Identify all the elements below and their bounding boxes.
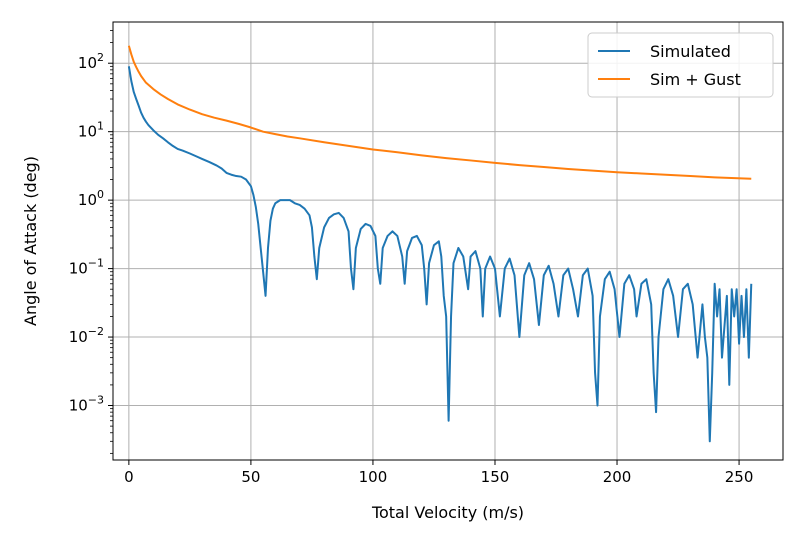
series-line-sim-gust xyxy=(127,45,752,180)
y-tick-label: 102 xyxy=(78,51,104,72)
x-tick-label: 100 xyxy=(359,468,388,486)
y-tick-label-base: 10 xyxy=(69,397,88,415)
x-tick-label: 150 xyxy=(481,468,510,486)
y-tick-label: 10−3 xyxy=(69,394,104,415)
series-line-simulated xyxy=(127,66,753,443)
y-tick-label-exponent: 1 xyxy=(97,120,104,133)
x-axis-label: Total Velocity (m/s) xyxy=(371,503,524,522)
y-axis-label: Angle of Attack (deg) xyxy=(21,156,40,326)
y-tick-label-exponent: 0 xyxy=(97,188,104,201)
y-tick-label-base: 10 xyxy=(69,328,88,346)
y-tick-label-base: 10 xyxy=(78,123,97,141)
plot-frame xyxy=(112,21,784,461)
legend-box xyxy=(587,32,774,98)
y-tick-label: 100 xyxy=(78,188,104,209)
y-tick-label: 101 xyxy=(78,120,104,141)
y-tick-label: 10−1 xyxy=(69,257,104,278)
legend: Simulated Sim + Gust xyxy=(587,32,774,98)
legend-label: Simulated xyxy=(650,42,731,61)
x-tick-label: 0 xyxy=(124,468,134,486)
y-tick-label-exponent: 2 xyxy=(97,51,104,64)
y-tick-label-base: 10 xyxy=(78,54,97,72)
series-layer xyxy=(127,45,753,443)
y-tick-label-exponent: −3 xyxy=(88,394,104,407)
y-tick-label-exponent: −2 xyxy=(88,325,104,338)
y-tick-label-exponent: −1 xyxy=(88,257,104,270)
x-tick-label: 250 xyxy=(725,468,754,486)
y-tick-label-base: 10 xyxy=(69,260,88,278)
legend-label: Sim + Gust xyxy=(650,70,741,89)
x-tick-label: 50 xyxy=(241,468,260,486)
x-axis: 0 50 100 150 200 250 xyxy=(124,460,753,486)
y-tick-label: 10−2 xyxy=(69,325,104,346)
x-tick-label: 200 xyxy=(603,468,632,486)
y-tick-label-base: 10 xyxy=(78,191,97,209)
